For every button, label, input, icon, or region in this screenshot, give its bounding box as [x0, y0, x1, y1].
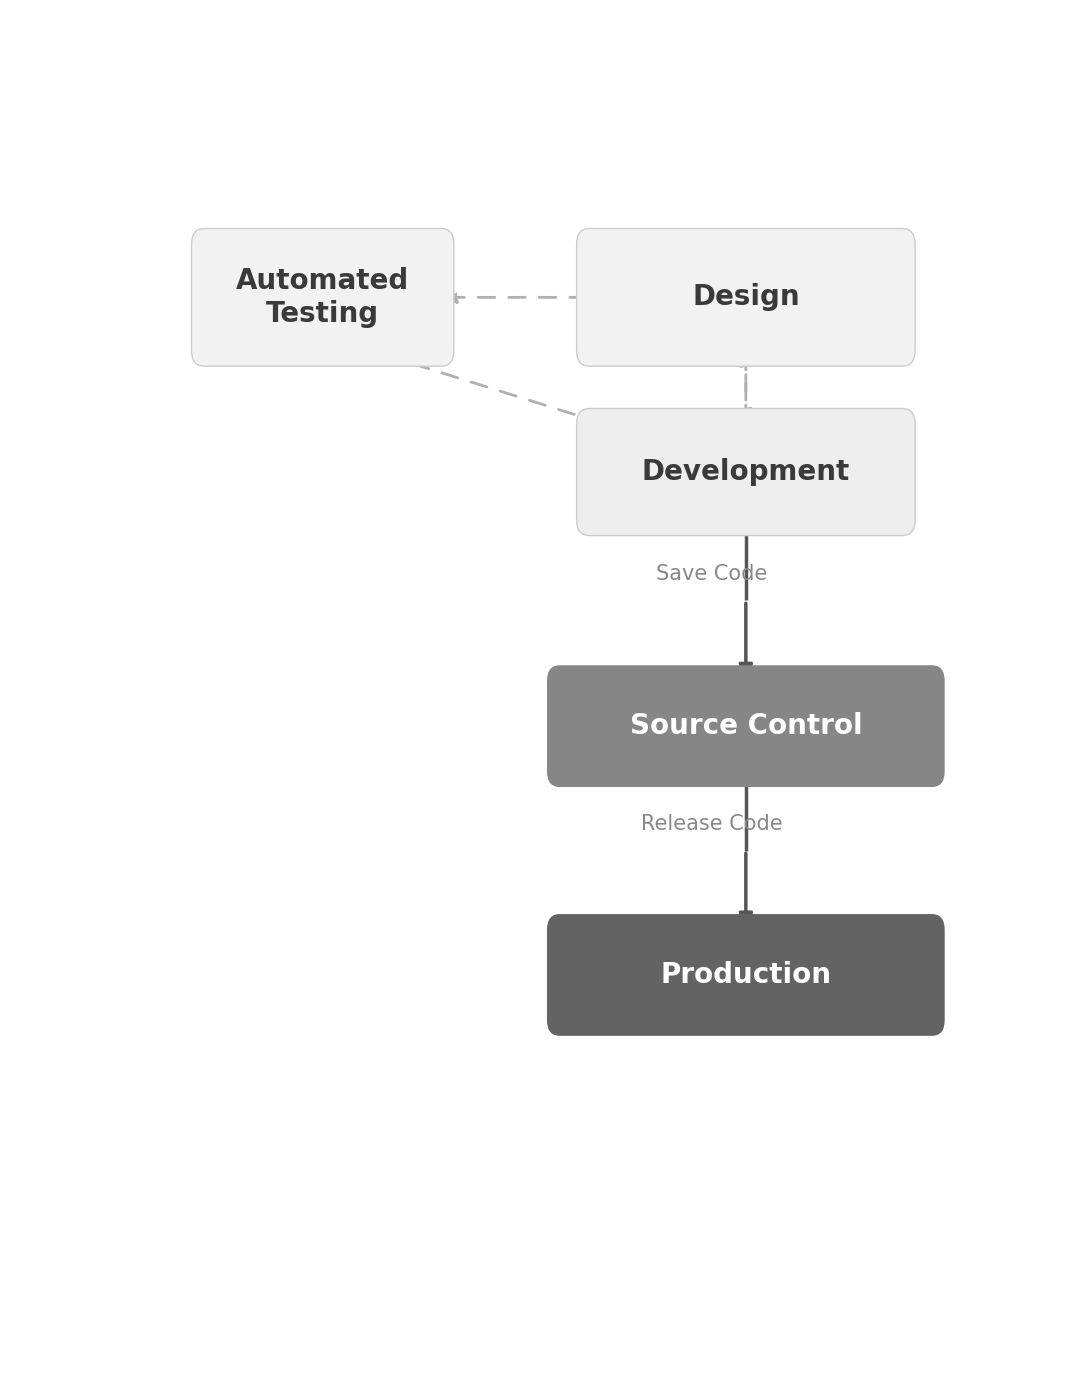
FancyBboxPatch shape: [547, 666, 945, 786]
Text: Design: Design: [692, 283, 799, 311]
Text: Save Code: Save Code: [656, 564, 768, 584]
Text: Automated
Testing: Automated Testing: [236, 267, 410, 327]
Text: Release Code: Release Code: [641, 814, 783, 835]
FancyBboxPatch shape: [191, 228, 454, 366]
FancyBboxPatch shape: [577, 228, 915, 366]
Text: Development: Development: [642, 458, 850, 485]
Text: Production: Production: [661, 961, 831, 989]
FancyBboxPatch shape: [577, 408, 915, 536]
FancyBboxPatch shape: [547, 914, 945, 1035]
Text: Source Control: Source Control: [629, 712, 863, 740]
